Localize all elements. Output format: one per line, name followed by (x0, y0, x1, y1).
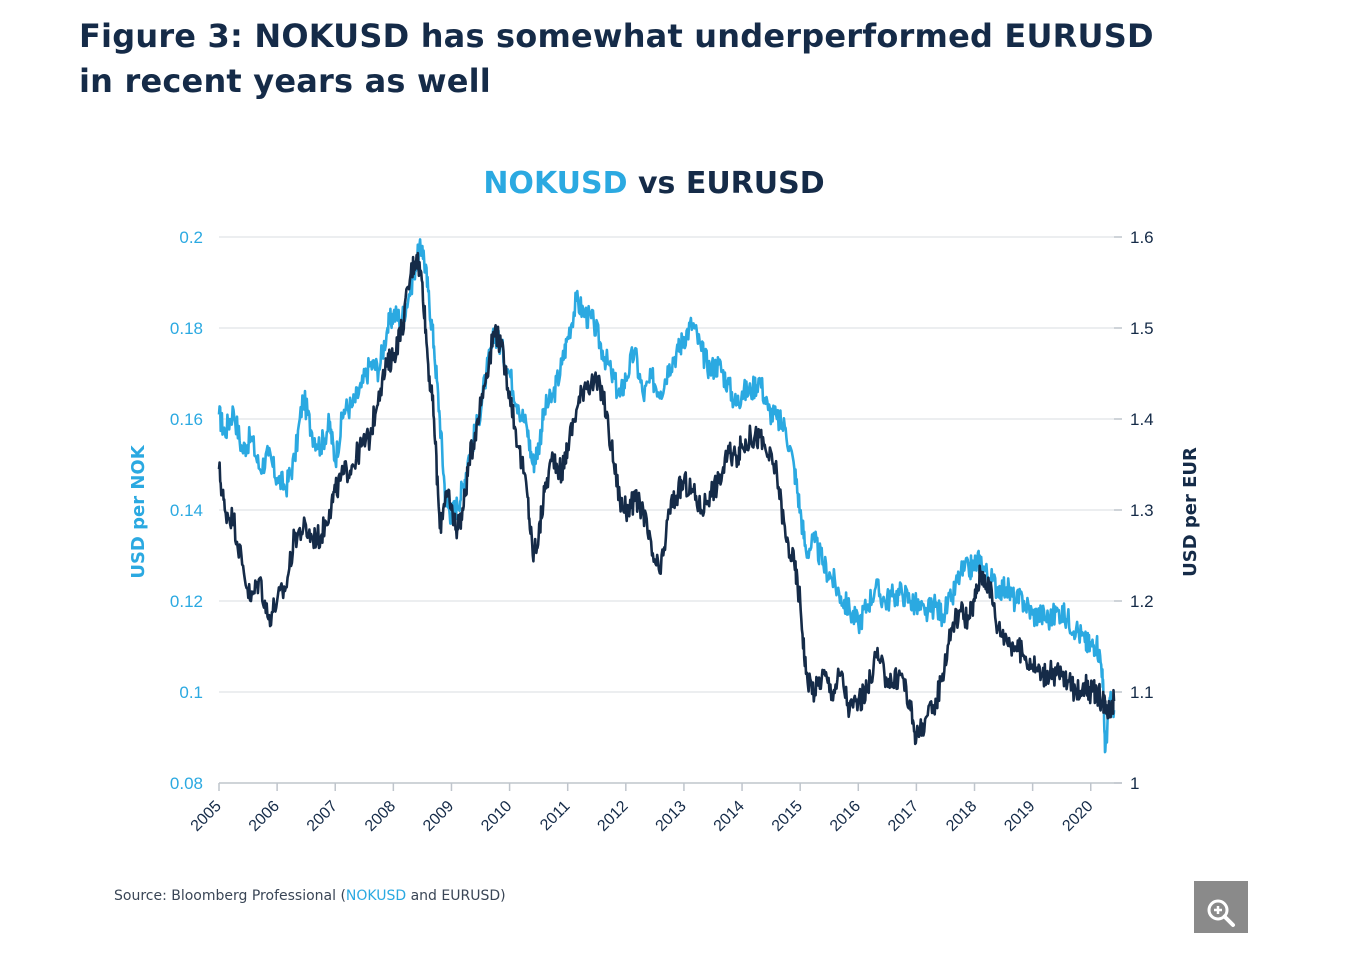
x-tick-label: 2009 (420, 798, 457, 835)
right-tick-label: 1.3 (1130, 501, 1154, 520)
left-tick-label: 0.16 (170, 410, 203, 429)
source-nokusd: NOKUSD (345, 888, 407, 904)
right-axis-ticks: 1 1.1 1.2 1.3 1.4 1.5 1.6 (1114, 228, 1154, 793)
source-note: Source: Bloomberg Professional (NOKUSD a… (114, 888, 506, 904)
left-tick-label: 0.2 (179, 228, 203, 247)
x-axis: 2005 2006 2007 2008 2009 2010 2011 2012 2013 2014… (188, 782, 1114, 835)
line-chart: NOKUSD vs EURUSD 0.08 0.1 0.12 0.14 0.16 0.18… (128, 166, 1201, 835)
right-tick-label: 1.1 (1130, 683, 1154, 702)
chart-title: NOKUSD vs EURUSD (483, 166, 824, 201)
left-tick-label: 0.14 (170, 501, 203, 520)
x-tick-label: 2006 (246, 798, 283, 835)
x-tick-label: 2019 (1001, 798, 1038, 835)
chart-title-nokusd: NOKUSD (483, 166, 627, 201)
x-tick-label: 2007 (304, 798, 341, 835)
x-tick-label: 2010 (478, 798, 515, 835)
x-tick-label: 2018 (943, 798, 980, 835)
x-tick-label: 2008 (362, 798, 399, 835)
right-tick-label: 1.6 (1130, 228, 1154, 247)
source-prefix: Source: Bloomberg Professional ( (114, 888, 346, 904)
x-tick-label: 2014 (711, 798, 748, 835)
left-tick-label: 0.18 (170, 319, 203, 338)
right-tick-label: 1.4 (1130, 410, 1154, 429)
x-tick-label: 2017 (885, 798, 922, 835)
right-tick-label: 1.2 (1130, 592, 1154, 611)
source-suffix: and EURUSD) (406, 888, 506, 904)
zoom-button[interactable] (1194, 881, 1248, 933)
x-tick-label: 2011 (537, 798, 573, 834)
series-line-nokusd (217, 238, 1116, 754)
grid-lines (219, 236, 1114, 693)
right-axis-label: USD per EUR (1180, 447, 1201, 577)
left-axis-ticks: 0.08 0.1 0.12 0.14 0.16 0.18 0.2 (170, 228, 203, 793)
right-tick-label: 1.5 (1130, 319, 1154, 338)
figure-title: Figure 3: NOKUSD has somewhat underperfo… (79, 17, 1154, 100)
x-tick-label: 2015 (769, 798, 806, 835)
zoom-in-icon (1207, 899, 1235, 927)
chart-title-eurusd: vs EURUSD (628, 166, 825, 201)
left-tick-label: 0.08 (170, 774, 203, 793)
left-tick-label: 0.12 (170, 592, 203, 611)
series-line-eurusd (217, 251, 1116, 746)
x-tick-label: 2016 (827, 798, 864, 835)
x-tick-label: 2013 (653, 798, 690, 835)
right-tick-label: 1 (1130, 774, 1139, 793)
x-tick-label: 2020 (1059, 798, 1096, 835)
left-axis-label: USD per NOK (128, 444, 149, 578)
series-lines (217, 238, 1116, 754)
x-tick-label: 2012 (594, 798, 631, 835)
x-tick-label: 2005 (188, 798, 225, 835)
left-tick-label: 0.1 (179, 683, 203, 702)
